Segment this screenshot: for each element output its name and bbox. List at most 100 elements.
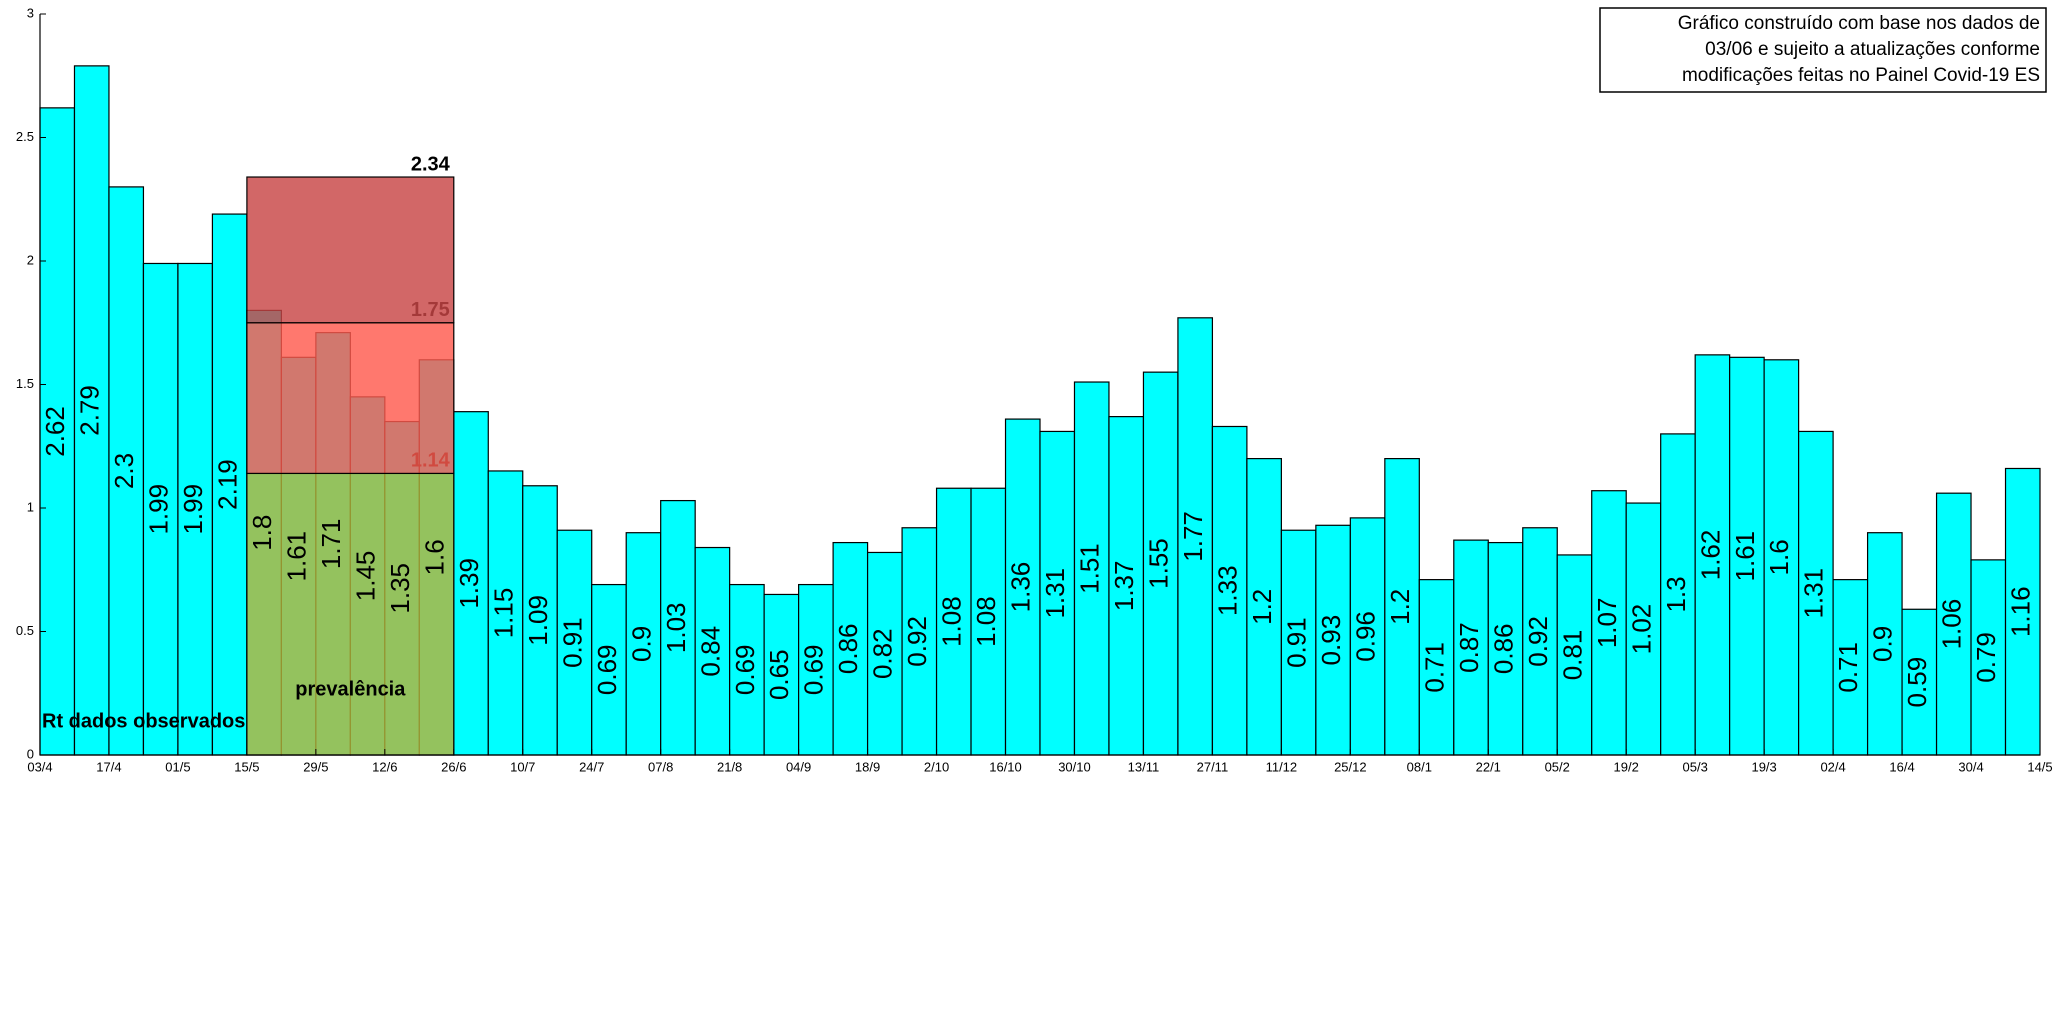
- x-tick-label: 24/7: [579, 759, 604, 774]
- value-label: 1.2: [1385, 589, 1415, 625]
- value-label: 1.31: [1799, 568, 1829, 619]
- value-label: 1.55: [1144, 538, 1174, 589]
- x-tick-label: 25/12: [1334, 759, 1367, 774]
- value-label: 1.35: [385, 563, 415, 614]
- value-label: 0.91: [557, 617, 587, 668]
- bar: [1039, 430, 1076, 756]
- bar: [729, 583, 765, 756]
- bar: [453, 411, 489, 756]
- x-tick-label: 27/11: [1197, 759, 1229, 774]
- value-label: 1.15: [488, 588, 518, 639]
- value-label: 0.91: [1281, 617, 1311, 668]
- y-tick-label: 3: [27, 5, 34, 20]
- bar: [2004, 467, 2041, 756]
- bar: [1556, 554, 1593, 756]
- x-tick-label: 13/11: [1128, 759, 1160, 774]
- value-label: 1.08: [937, 596, 967, 647]
- y-tick-label: 0: [27, 746, 34, 761]
- annotation-line: modificações feitas no Painel Covid-19 E…: [1682, 65, 2040, 86]
- bar: [1729, 356, 1765, 756]
- bar: [1832, 579, 1869, 756]
- x-tick-label: 19/2: [1614, 759, 1639, 774]
- x-tick-label: 16/4: [1889, 759, 1914, 774]
- value-label: 1.08: [971, 596, 1001, 647]
- bar: [1625, 502, 1662, 756]
- x-tick-label: 11/12: [1266, 759, 1298, 774]
- value-label: 1.39: [454, 558, 484, 609]
- y-tick-label: 2.5: [16, 129, 34, 144]
- value-label: 0.9: [1868, 626, 1898, 662]
- value-label: 1.45: [350, 551, 380, 602]
- y-tick-label: 0.5: [16, 623, 34, 638]
- x-tick-label: 15/5: [234, 759, 259, 774]
- x-tick-label: 04/9: [786, 759, 811, 774]
- value-label: 0.69: [730, 644, 760, 695]
- bar: [556, 529, 593, 756]
- bar: [39, 107, 76, 756]
- annotation-line: Gráfico construído com base nos dados de: [1678, 13, 2040, 34]
- value-label: 2.19: [213, 459, 243, 510]
- annotation-line: 03/06 e sujeito a atualizações conforme: [1705, 39, 2040, 60]
- x-tick-label: 21/8: [717, 759, 742, 774]
- bar: [1211, 425, 1248, 756]
- value-label: 1.07: [1592, 598, 1622, 649]
- value-label: 0.84: [695, 626, 725, 677]
- x-tick-label: 10/7: [510, 759, 535, 774]
- x-tick-label: 16/10: [989, 759, 1022, 774]
- value-label: 1.37: [1109, 561, 1139, 612]
- value-label: 1.6: [419, 539, 449, 575]
- series-label: Rt dados observados: [42, 710, 245, 732]
- value-label: 1.6: [1764, 539, 1794, 575]
- bar: [522, 485, 558, 756]
- value-label: 0.71: [1833, 642, 1863, 693]
- value-label: 1.03: [661, 602, 691, 653]
- value-label: 0.82: [868, 628, 898, 679]
- value-label: 0.87: [1454, 622, 1484, 673]
- x-tick-label: 30/4: [1958, 759, 1983, 774]
- bar: [1453, 539, 1489, 756]
- x-tick-label: 2/10: [924, 759, 949, 774]
- value-label: 0.79: [1971, 632, 2001, 683]
- value-label: 1.99: [144, 484, 174, 535]
- bar: [1418, 579, 1455, 756]
- value-label: 1.62: [1695, 530, 1725, 581]
- x-tick-label: 19/3: [1751, 759, 1776, 774]
- prevalence-band: [246, 472, 455, 756]
- prevalence-label: prevalência: [295, 678, 406, 700]
- value-label: 0.86: [1488, 623, 1518, 674]
- value-label: 1.16: [2006, 586, 2036, 637]
- y-tick-label: 1: [27, 499, 34, 514]
- value-label: 0.69: [799, 644, 829, 695]
- x-tick-label: 12/6: [372, 759, 397, 774]
- value-label: 0.86: [833, 623, 863, 674]
- bar: [1522, 527, 1558, 756]
- bar: [591, 583, 627, 756]
- value-label: 0.71: [1419, 642, 1449, 693]
- bar: [694, 546, 731, 756]
- value-label: 0.93: [1316, 615, 1346, 666]
- value-label: 1.51: [1075, 543, 1105, 594]
- bar: [1315, 524, 1351, 756]
- x-tick-label: 05/3: [1683, 759, 1708, 774]
- bar: [1798, 430, 1834, 756]
- x-tick-label: 22/1: [1476, 759, 1501, 774]
- value-label: 0.9: [626, 626, 656, 662]
- prevalence-band: [246, 176, 455, 324]
- annotation-box: [1599, 7, 2047, 93]
- value-label: 2.3: [109, 453, 139, 489]
- value-label: 1.71: [316, 519, 346, 570]
- bar: [1591, 490, 1627, 756]
- bar: [73, 65, 110, 756]
- value-label: 1.61: [281, 531, 311, 582]
- bar: [970, 487, 1007, 756]
- x-tick-label: 03/4: [27, 759, 52, 774]
- x-tick-label: 08/1: [1407, 759, 1432, 774]
- bar: [1660, 433, 1696, 756]
- value-label: 1.8: [247, 515, 277, 551]
- prevalence-level-label: 2.34: [411, 153, 451, 175]
- x-tick-label: 02/4: [1820, 759, 1845, 774]
- bar: [1694, 354, 1731, 756]
- value-label: 1.06: [1937, 599, 1967, 650]
